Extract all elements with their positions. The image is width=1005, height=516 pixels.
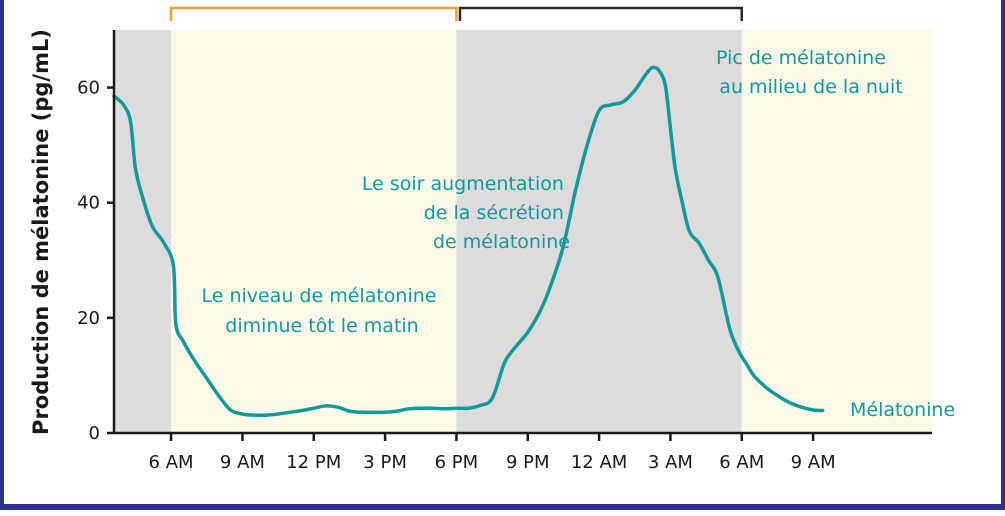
y-tick-label-20: 20 bbox=[77, 308, 100, 329]
annotation-evening-rise: Le soir augmentation de la sécrétion de … bbox=[362, 173, 570, 253]
period-bracket-1 bbox=[458, 6, 744, 21]
night-band-0 bbox=[114, 30, 172, 433]
annotation-morning-line-1: Le niveau de mélatonine bbox=[201, 285, 436, 307]
y-tick-label-0: 0 bbox=[89, 423, 100, 444]
x-tick-label-5: 9 PM bbox=[506, 452, 550, 473]
period-bracket-0 bbox=[169, 6, 458, 21]
annotation-peak-line-2: au milieu de la nuit bbox=[719, 76, 902, 98]
x-tick-label-4: 6 PM bbox=[435, 452, 479, 473]
y-tick-label-40: 40 bbox=[77, 193, 100, 214]
period-brackets bbox=[169, 6, 744, 21]
axes: 0 20 40 60 6 AM 9 AM 12 PM 3 PM 6 PM 9 PM 12 AM 3 A… bbox=[77, 30, 932, 473]
annotation-peak-line-1: Pic de mélatonine bbox=[716, 47, 886, 69]
annotation-evening-line-3: de mélatonine bbox=[433, 231, 570, 253]
x-tick-label-0: 6 AM bbox=[149, 452, 194, 473]
series-layer bbox=[112, 65, 825, 418]
x-tick-label-2: 12 PM bbox=[286, 452, 341, 473]
annotation-evening-line-1: Le soir augmentation bbox=[362, 173, 564, 195]
day-band-3 bbox=[741, 30, 932, 433]
x-tick-label-7: 3 AM bbox=[648, 452, 693, 473]
series-line-0 bbox=[112, 65, 825, 418]
x-tick-label-3: 3 PM bbox=[363, 452, 407, 473]
day-night-bands bbox=[114, 30, 932, 433]
annotation-evening-line-2: de la sécrétion bbox=[424, 202, 564, 224]
day-band-1 bbox=[171, 30, 457, 433]
annotation-morning-line-2: diminue tôt le matin bbox=[225, 315, 418, 337]
x-tick-label-9: 9 AM bbox=[791, 452, 836, 473]
annotation-morning-decline: Le niveau de mélatonine diminue tôt le m… bbox=[201, 285, 442, 337]
y-tick-label-60: 60 bbox=[77, 78, 100, 99]
annotation-peak: Pic de mélatonine au milieu de la nuit bbox=[716, 47, 903, 98]
x-tick-label-8: 6 AM bbox=[719, 452, 764, 473]
series-label-melatonine: Mélatonine bbox=[850, 399, 955, 421]
y-axis-label: Production de mélatonine (pg/mL) bbox=[29, 29, 53, 435]
x-tick-label-6: 12 AM bbox=[571, 452, 627, 473]
x-tick-label-1: 9 AM bbox=[220, 452, 265, 473]
